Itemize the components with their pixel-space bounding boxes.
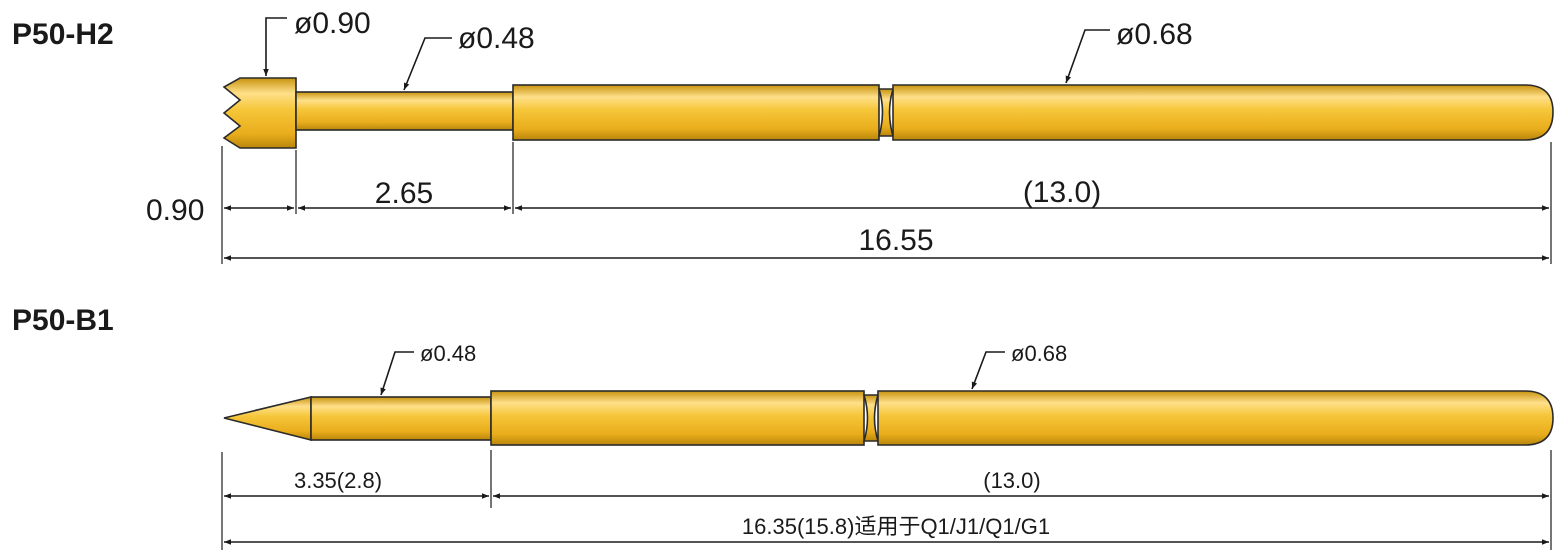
- probe-h2-body: [222, 77, 1554, 149]
- leader-barrel-diameter-b1: [971, 351, 1005, 390]
- barrel-diameter-h2: ø0.68: [1116, 18, 1193, 51]
- barrel-length-h2: (13.0): [1023, 176, 1101, 209]
- plunger-length-h2: 2.65: [375, 177, 433, 210]
- barrel-h2-right: [892, 84, 1554, 141]
- crimp-groove-b1: [862, 394, 880, 442]
- total-length-b1: 16.35(15.8)适用于Q1/J1/Q1/G1: [742, 514, 1050, 539]
- leader-tip-diameter-h2: [263, 17, 287, 76]
- leader-barrel-diameter-h2: [1065, 29, 1110, 84]
- model-label-b1: P50-B1: [12, 304, 114, 337]
- leader-plunger-diameter-h2: [403, 37, 452, 91]
- plunger-diameter-h2: ø0.48: [458, 22, 535, 55]
- barrel-diameter-b1: ø0.68: [1011, 341, 1067, 366]
- barrel-b1-left: [490, 390, 865, 446]
- tip-diameter-h2: ø0.90: [294, 7, 371, 40]
- plunger-length-b1: 3.35(2.8): [294, 468, 382, 493]
- barrel-b1-right: [877, 390, 1554, 446]
- total-length-h2: 16.55: [858, 224, 933, 257]
- crown-tip: [222, 77, 297, 149]
- probe-b1-body: [223, 390, 1554, 446]
- barrel-h2-left: [512, 84, 880, 141]
- barrel-length-b1: (13.0): [983, 468, 1040, 493]
- plunger-h2: [295, 91, 514, 131]
- tip-length-h2: 0.90: [146, 194, 204, 227]
- model-label-h2: P50-H2: [12, 18, 114, 51]
- plunger-b1: [310, 396, 492, 441]
- cone-tip: [223, 395, 312, 442]
- crimp-groove-h2: [877, 88, 895, 137]
- plunger-diameter-b1: ø0.48: [420, 341, 476, 366]
- leader-plunger-diameter-b1: [380, 351, 414, 396]
